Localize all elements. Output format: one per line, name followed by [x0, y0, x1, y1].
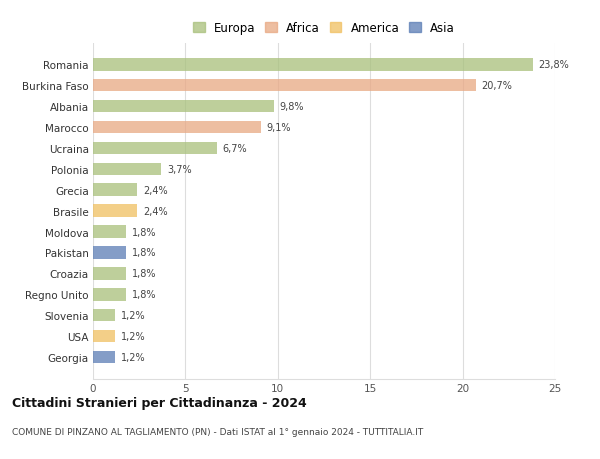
Text: 1,2%: 1,2% [121, 331, 145, 341]
Text: 1,2%: 1,2% [121, 352, 145, 362]
Bar [93, 80, 476, 92]
Text: 3,7%: 3,7% [167, 164, 191, 174]
Bar [93, 184, 137, 196]
Text: 9,1%: 9,1% [267, 123, 291, 133]
Bar [93, 142, 217, 155]
Text: 9,8%: 9,8% [280, 102, 304, 112]
Text: 1,2%: 1,2% [121, 310, 145, 320]
Legend: Europa, Africa, America, Asia: Europa, Africa, America, Asia [191, 19, 457, 37]
Text: 1,8%: 1,8% [132, 269, 157, 279]
Bar [93, 288, 126, 301]
Bar [93, 205, 137, 218]
Bar [93, 122, 261, 134]
Bar [93, 309, 115, 322]
Bar [93, 101, 274, 113]
Bar [93, 330, 115, 342]
Text: 20,7%: 20,7% [481, 81, 512, 91]
Text: 1,8%: 1,8% [132, 290, 157, 300]
Bar [93, 59, 533, 71]
Text: 2,4%: 2,4% [143, 206, 167, 216]
Text: 1,8%: 1,8% [132, 227, 157, 237]
Bar [93, 226, 126, 238]
Text: COMUNE DI PINZANO AL TAGLIAMENTO (PN) - Dati ISTAT al 1° gennaio 2024 - TUTTITAL: COMUNE DI PINZANO AL TAGLIAMENTO (PN) - … [12, 427, 423, 436]
Bar [93, 268, 126, 280]
Text: 1,8%: 1,8% [132, 248, 157, 258]
Text: 2,4%: 2,4% [143, 185, 167, 195]
Text: 23,8%: 23,8% [538, 60, 569, 70]
Text: 6,7%: 6,7% [223, 144, 247, 154]
Bar [93, 351, 115, 364]
Bar [93, 163, 161, 176]
Bar [93, 246, 126, 259]
Text: Cittadini Stranieri per Cittadinanza - 2024: Cittadini Stranieri per Cittadinanza - 2… [12, 396, 307, 409]
